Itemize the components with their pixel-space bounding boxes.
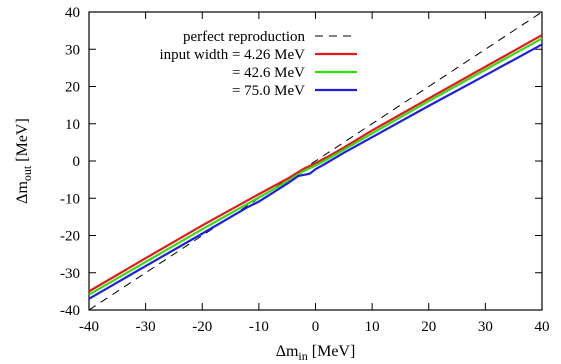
y-axis-label: Δmout [MeV] [14,118,34,204]
y-tick-label: 0 [73,154,81,170]
y-tick-label: -20 [60,229,80,245]
y-axis-label-base: Δm [14,181,31,204]
y-axis-label-unit: [MeV] [14,118,31,166]
legend-label-3: = 75.0 MeV [232,83,305,99]
x-tick-label: 30 [478,319,493,335]
x-axis-label-base: Δm [276,343,299,360]
legend-label-1: input width = 4.26 MeV [159,47,305,63]
x-tick-label: 10 [365,319,380,335]
y-tick-label: 30 [65,42,80,58]
series-line-1 [88,34,543,293]
y-tick-label: 20 [65,80,80,96]
y-tick-label: -30 [60,266,80,282]
x-tick-label: 0 [312,319,320,335]
series-line-2 [88,37,543,296]
x-tick-label: -30 [136,319,156,335]
y-tick-label: -40 [60,303,80,319]
y-tick-label: 40 [65,5,80,21]
legend-label-2: = 42.6 MeV [232,65,305,81]
series-lines-group [88,11,543,311]
tick-labels-group: -40 -30 -20 -10 0 10 20 30 40 -40 -30 -20 -10 0 10 20 30… [60,5,550,335]
x-tick-label: 20 [421,319,436,335]
x-tick-label: 40 [535,319,550,335]
x-tick-label: -40 [79,319,99,335]
legend-label-0: perfect reproduction [183,29,306,45]
series-line-0 [88,11,543,311]
x-axis-label-unit: [MeV] [308,343,356,360]
legend: perfect reproduction input width = 4.26 M… [159,29,357,99]
x-axis-label: Δmin [MeV] [276,343,356,363]
series-line-3 [88,43,543,300]
y-axis-label-sub: out [20,165,34,181]
y-tick-label: 10 [65,117,80,133]
y-tick-label: -10 [60,191,80,207]
x-tick-label: -20 [192,319,212,335]
x-axis-label-sub: in [298,349,307,363]
ticks-group [88,11,543,311]
x-tick-label: -10 [249,319,269,335]
